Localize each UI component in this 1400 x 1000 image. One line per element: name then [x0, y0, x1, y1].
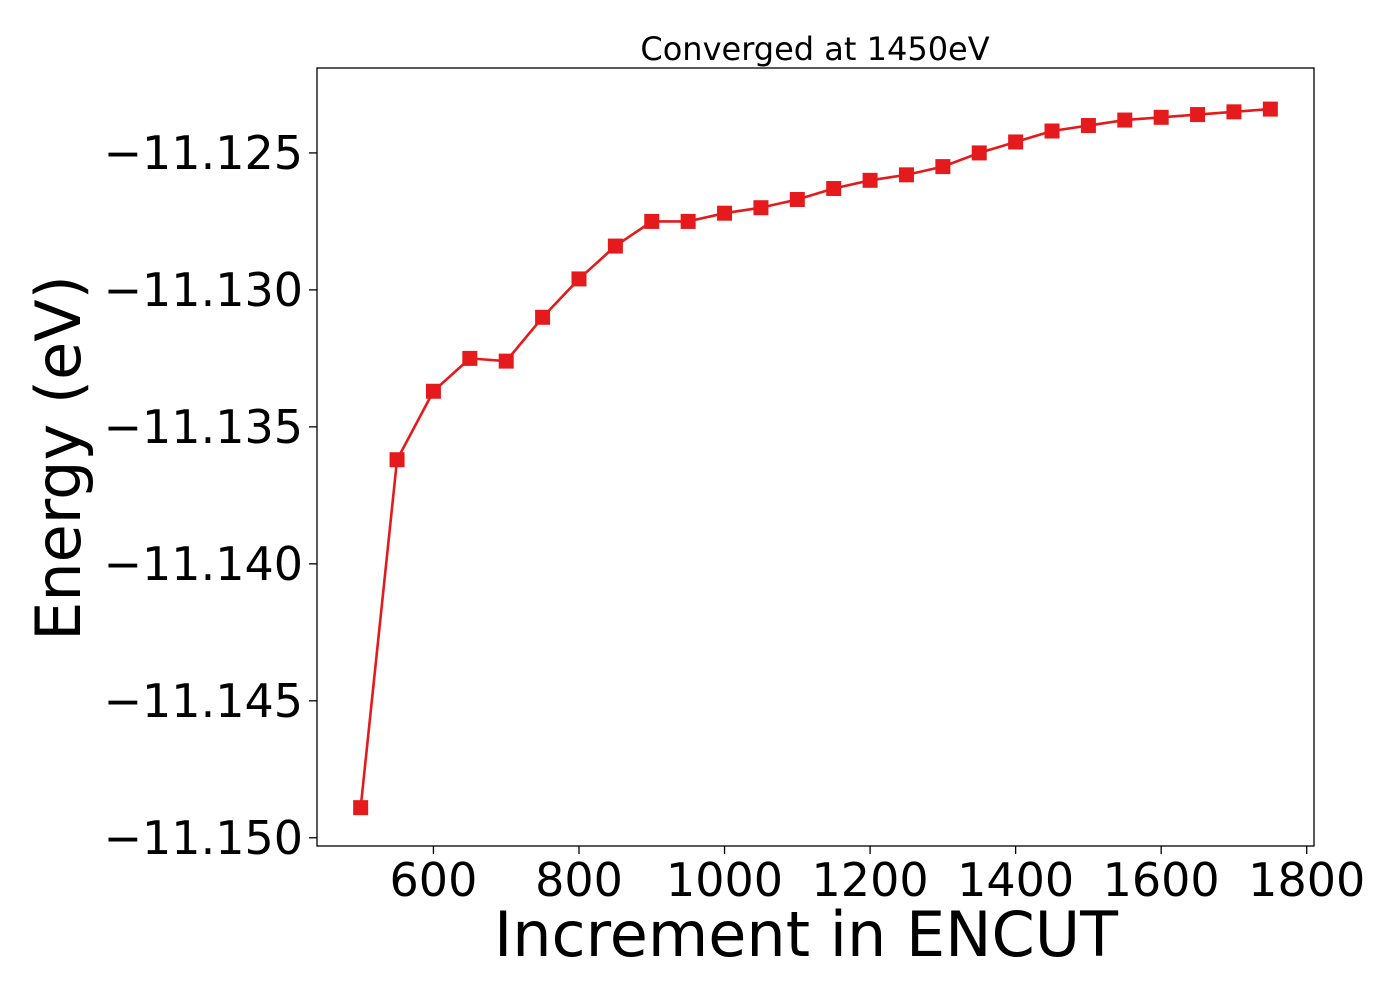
data-point — [353, 800, 369, 816]
data-point — [1226, 104, 1242, 120]
data-point — [425, 383, 441, 399]
data-point — [1117, 112, 1133, 128]
data-point — [607, 238, 623, 254]
data-point — [535, 309, 551, 325]
x-tick-label: 1400 — [957, 853, 1074, 907]
y-tick-label: −11.135 — [104, 400, 304, 454]
y-tick-label: −11.125 — [104, 126, 304, 180]
series-layer — [353, 101, 1278, 816]
y-axis-label: Energy (eV) — [22, 275, 95, 641]
data-point — [462, 350, 478, 366]
x-axis-ticks: 600 800 1000 1200 1400 1600 1800 — [390, 846, 1365, 907]
x-axis-label: Increment in ENCUT — [494, 898, 1119, 971]
x-tick-label: 600 — [390, 853, 478, 907]
data-point — [935, 159, 951, 175]
data-point — [1190, 107, 1206, 123]
data-point — [1008, 134, 1024, 150]
data-point — [498, 353, 514, 369]
x-tick-label: 1800 — [1248, 853, 1365, 907]
x-tick-label: 1600 — [1103, 853, 1220, 907]
data-point — [680, 213, 696, 229]
data-point — [898, 167, 914, 183]
x-tick-label: 1200 — [812, 853, 929, 907]
data-point — [826, 181, 842, 197]
data-point — [971, 145, 987, 161]
data-point — [1153, 109, 1169, 125]
y-tick-label: −11.130 — [104, 263, 304, 317]
chart-title: Converged at 1450eV — [640, 30, 989, 68]
y-tick-label: −11.140 — [104, 537, 304, 591]
data-point — [389, 452, 405, 468]
data-point — [862, 172, 878, 188]
data-point — [1262, 101, 1278, 117]
y-tick-label: −11.150 — [104, 811, 304, 865]
x-tick-label: 800 — [535, 853, 623, 907]
data-point — [717, 205, 733, 221]
series-line — [359, 107, 1271, 808]
data-point — [789, 191, 805, 207]
data-point — [1080, 118, 1096, 134]
data-point — [753, 200, 769, 216]
x-tick-label: 1000 — [666, 853, 783, 907]
y-axis-ticks: −11.125 −11.130 −11.135 −11.140 −11.145 −11.1… — [104, 126, 317, 865]
data-point — [644, 213, 660, 229]
data-point — [1044, 123, 1060, 139]
plot-area-frame — [316, 67, 1315, 847]
y-tick-label: −11.145 — [104, 674, 304, 728]
data-point — [571, 271, 587, 287]
